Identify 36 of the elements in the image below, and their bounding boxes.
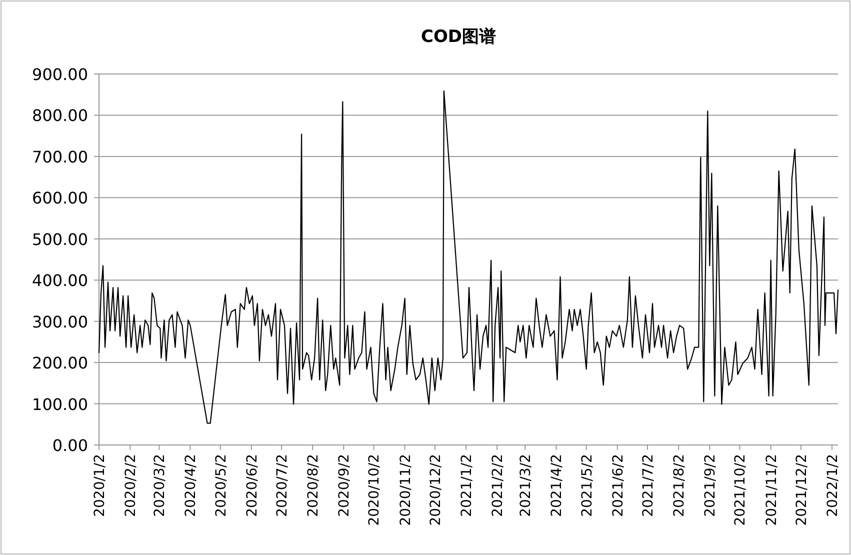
x-tick-label: 2020/2/2 — [123, 454, 140, 517]
x-tick-label: 2021/8/2 — [672, 454, 688, 517]
x-tick-label: 2021/5/2 — [579, 454, 596, 517]
y-tick-label: 600.00 — [32, 188, 88, 208]
y-tick-label: 800.00 — [32, 106, 88, 126]
x-tick-label: 2021/1/2 — [458, 454, 475, 517]
x-tick-label: 2021/11/2 — [764, 454, 780, 526]
y-tick-label: 0.00 — [52, 436, 88, 455]
x-tick-label: 2022/1/2 — [824, 454, 841, 517]
x-tick-label: 2021/7/2 — [640, 454, 656, 517]
x-tick-label: 2021/6/2 — [610, 454, 626, 517]
y-tick-label: 900.00 — [32, 65, 88, 84]
x-tick-label: 2021/12/2 — [794, 454, 810, 526]
y-tick-label: 100.00 — [32, 394, 88, 414]
x-tick-label: 2020/5/2 — [213, 454, 230, 517]
x-tick-label: 2020/7/2 — [274, 454, 290, 517]
x-tick-label: 2021/3/2 — [518, 454, 534, 517]
y-tick-label: 200.00 — [32, 354, 88, 373]
y-tick-label: 400.00 — [32, 271, 88, 290]
y-tick-label: 500.00 — [32, 230, 88, 249]
x-tick-label: 2020/8/2 — [306, 454, 322, 517]
x-tick-label: 2021/2/2 — [490, 454, 506, 517]
y-tick-label: 700.00 — [32, 147, 88, 166]
chart-title: COD图谱 — [420, 27, 496, 47]
x-tick-label: 2020/12/2 — [428, 454, 444, 526]
x-tick-label: 2020/3/2 — [152, 454, 168, 517]
x-tick-label: 2021/4/2 — [549, 454, 566, 517]
x-tick-label: 2020/9/2 — [336, 454, 353, 517]
x-tick-label: 2020/10/2 — [366, 454, 383, 526]
x-tick-label: 2021/9/2 — [702, 454, 719, 517]
x-tick-label: 2020/1/2 — [92, 454, 108, 517]
x-tick-label: 2020/4/2 — [183, 454, 200, 517]
y-tick-label: 300.00 — [32, 312, 88, 332]
x-tick-label: 2020/11/2 — [398, 454, 414, 526]
x-tick-label: 2020/6/2 — [244, 454, 260, 517]
x-tick-label: 2021/10/2 — [732, 454, 749, 526]
